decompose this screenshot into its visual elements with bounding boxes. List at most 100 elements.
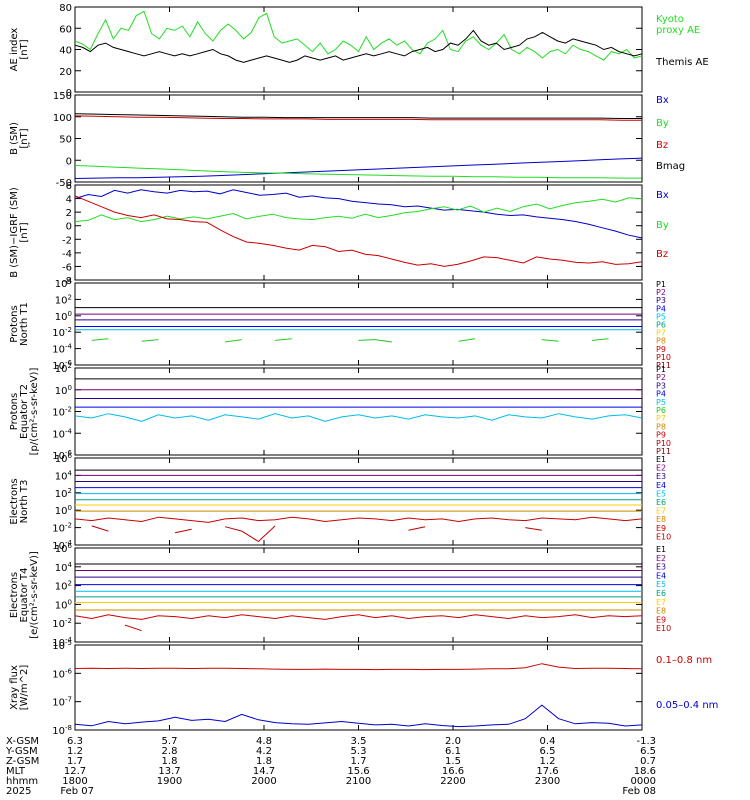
y-tick-label: 106 — [55, 542, 73, 555]
panel-frame — [74, 457, 643, 546]
y-axis-label: ElectronsNorth T3 — [9, 478, 30, 524]
y-tick-label: 60 — [59, 24, 72, 35]
legend-label: E7 — [656, 598, 666, 607]
series-line — [92, 526, 642, 542]
y-axis-label-subscript: t — [28, 142, 31, 149]
x-tick-label: 1800 — [62, 776, 87, 787]
legend-label: Bmag — [656, 161, 685, 172]
y-tick-label: 10-2 — [52, 326, 72, 339]
y-tick-label: 4 — [66, 195, 72, 206]
y-tick-label: 0 — [66, 156, 72, 167]
x-tick-label: 16.6 — [442, 766, 464, 777]
x-tick-label: 5.7 — [162, 736, 178, 747]
x-tick-label: 3.5 — [351, 736, 367, 747]
x-date-label: Feb 07 — [60, 786, 94, 797]
y-tick-label: 10-5 — [52, 639, 72, 652]
x-axis-ephemeris: X-GSMY-GSMZ-GSMMLThhmm20256.31.21.712.71… — [5, 7, 656, 797]
legend-label: Themis AE — [655, 57, 709, 68]
legend-label: E2 — [656, 464, 666, 473]
series-line — [74, 29, 643, 63]
x-date-label: Feb 08 — [622, 786, 656, 797]
axis-row-label: X-GSM — [6, 736, 39, 747]
y-tick-label: -6 — [62, 262, 72, 273]
axis-row-label: 2025 — [6, 786, 31, 797]
y-tick-label: -4 — [62, 249, 72, 260]
y-tick-label: 104 — [55, 561, 73, 574]
series-line — [74, 516, 643, 523]
panel-frame — [74, 367, 643, 456]
y-tick-label: 10-2 — [52, 406, 72, 419]
legend-label: P5 — [656, 398, 666, 407]
x-tick-label: 12.7 — [64, 766, 86, 777]
x-tick-label: 2.0 — [445, 736, 461, 747]
y-tick-label: 10-4 — [52, 539, 72, 552]
legend-label: E9 — [656, 615, 666, 624]
legend-label: P1 — [656, 280, 666, 289]
panel-frame — [74, 547, 643, 643]
y-tick-label: 80 — [59, 3, 72, 14]
axis-row-label: Y-GSM — [5, 746, 38, 757]
panel-3: -8 -6 -4 -2 0 2 4 6 B (SM)−IGRF (SM)[nT] Bx By Bz — [9, 181, 669, 287]
legend-label: E1 — [656, 455, 666, 464]
y-axis-label: B (SM)−IGRF (SM)[nT] — [9, 187, 30, 278]
legend-label: E8 — [656, 515, 666, 524]
panel-7: 10-4 10-2 100 102 104 106 ElectronsEquator T4[… — [9, 542, 671, 649]
legend-label: E3 — [656, 472, 666, 481]
x-tick-label: 6.1 — [445, 746, 461, 757]
legend-label: Bz — [656, 140, 668, 151]
y-tick-label: 102 — [55, 487, 72, 500]
y-tick-label: -8 — [62, 276, 72, 287]
legend-label: P9 — [656, 431, 666, 440]
y-axis-label: ProtonsNorth T1 — [9, 302, 30, 346]
legend-label: P5 — [656, 312, 666, 321]
series-line — [74, 704, 643, 728]
y-axis-label: Xray flux[W/m^2] — [9, 665, 30, 711]
y-tick-label: 40 — [59, 46, 72, 57]
legend-label: By — [656, 220, 669, 231]
legend-label: Bx — [656, 190, 669, 201]
x-tick-label: 2.8 — [162, 746, 178, 757]
x-tick-label: 0.7 — [640, 756, 656, 767]
axis-row-label: Z-GSM — [6, 756, 39, 767]
x-tick-label: 2300 — [535, 776, 560, 787]
y-tick-label: 104 — [55, 469, 73, 482]
legend-label: By — [656, 118, 669, 129]
legend-label: E9 — [656, 524, 666, 533]
y-tick-label: 10-6 — [52, 449, 72, 462]
y-tick-label: 20 — [59, 67, 72, 78]
series-line — [92, 339, 642, 342]
series-line — [74, 115, 642, 121]
panel-2: -50 0 50 100 150 B (SM)[nT]t Bx By Bz Bmag — [9, 91, 685, 189]
y-tick-label: 10-2 — [52, 617, 72, 630]
legend-label: 0.1–0.8 nm — [656, 655, 712, 666]
y-tick-label: 100 — [53, 113, 72, 124]
x-tick-label: 1.5 — [445, 756, 461, 767]
x-tick-label: 1.8 — [162, 756, 178, 767]
panel-frame — [74, 184, 643, 281]
series-line — [74, 165, 642, 179]
legend-label: E7 — [656, 507, 666, 516]
legend-label: Kyoto — [656, 14, 684, 25]
legend-label: P8 — [656, 422, 666, 431]
series-line — [74, 614, 643, 620]
y-tick-label: 100 — [55, 384, 72, 397]
y-tick-label: 0 — [66, 222, 72, 233]
legend-label: E8 — [656, 607, 666, 616]
legend-label: E2 — [656, 554, 666, 563]
x-tick-label: -1.3 — [636, 736, 656, 747]
series-line — [74, 157, 643, 179]
y-tick-label: 100 — [55, 504, 72, 517]
series-line — [74, 189, 643, 239]
legend-label: E1 — [656, 545, 666, 554]
legend-label: 0.05–0.4 nm — [656, 700, 718, 711]
legend-label: E5 — [656, 580, 666, 589]
legend-label: P4 — [656, 390, 666, 399]
y-tick-label: 10-7 — [52, 696, 72, 709]
legend-label: P7 — [656, 329, 666, 338]
legend-label: E5 — [656, 489, 666, 498]
legend-label: E4 — [656, 481, 666, 490]
x-tick-label: 4.2 — [256, 746, 272, 757]
